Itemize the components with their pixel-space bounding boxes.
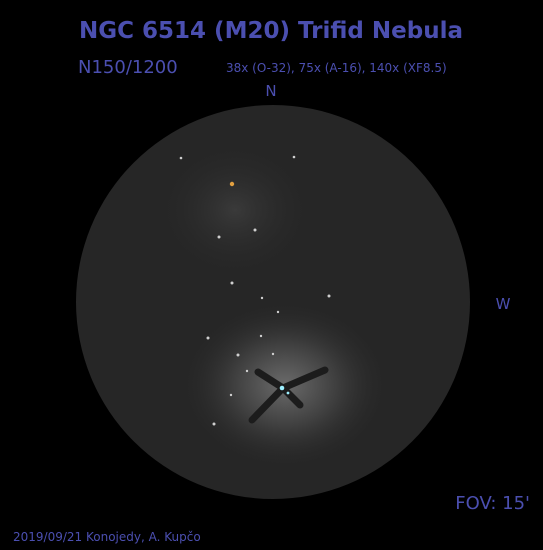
sketch: NGC 6514 (M20) Trifid Nebula N150/1200 3…: [0, 0, 543, 550]
west-label: W: [496, 295, 511, 313]
fov-label: FOV: 15': [455, 493, 530, 514]
credit: 2019/09/21 Konojedy, A. Kupčo: [13, 530, 201, 544]
north-label: N: [265, 82, 276, 100]
magnifications: 38x (O-32), 75x (A-16), 140x (XF8.5): [226, 61, 447, 75]
page: NGC 6514 (M20) Trifid Nebula N150/1200 3…: [0, 0, 543, 550]
cluster-glow: [155, 140, 315, 280]
title: NGC 6514 (M20) Trifid Nebula: [79, 18, 463, 44]
telescope: N150/1200: [78, 57, 178, 78]
